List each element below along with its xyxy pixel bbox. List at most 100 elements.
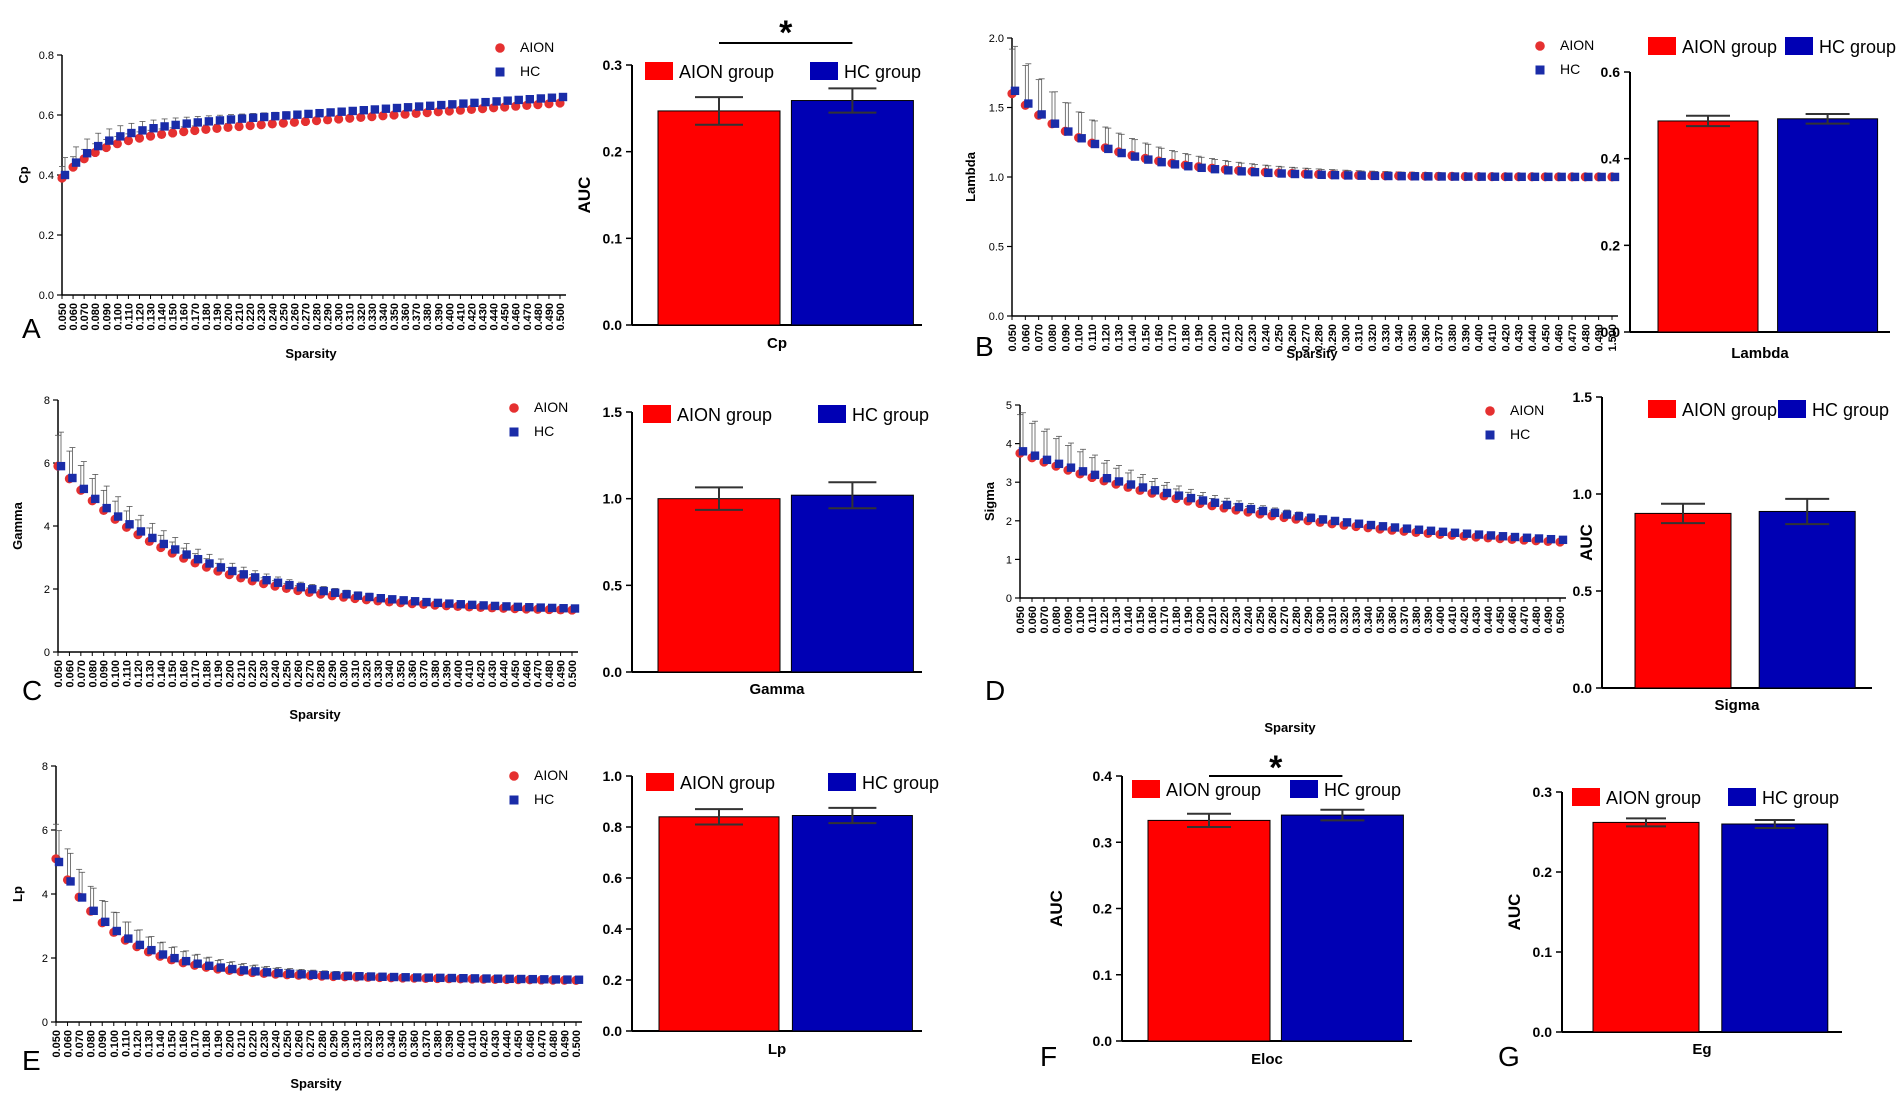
error-bar xyxy=(828,806,877,825)
x-tick-label: 0.080 xyxy=(1047,324,1059,352)
data-point xyxy=(1184,162,1193,171)
x-tick-label: 0.330 xyxy=(375,1030,387,1058)
x-tick-label: 0.460 xyxy=(1507,606,1519,634)
data-point xyxy=(528,974,537,984)
data-point xyxy=(309,970,318,979)
x-tick-label: 0.100 xyxy=(1074,324,1086,352)
error-bar xyxy=(1661,502,1705,525)
bar-aion xyxy=(658,816,780,1032)
data-point xyxy=(1306,513,1316,523)
data-point xyxy=(551,975,561,984)
bar-hc xyxy=(790,494,914,673)
data-point xyxy=(267,119,277,129)
data-point xyxy=(112,926,121,936)
x-tick-label: 0.310 xyxy=(350,660,362,688)
y-tick-label: 1.0 xyxy=(603,768,623,784)
x-tick-label: 0.410 xyxy=(467,1030,479,1058)
y-tick-label: 2 xyxy=(44,584,50,596)
x-tick-label: 0.420 xyxy=(1500,324,1512,352)
x-tick-label: 0.110 xyxy=(1087,324,1099,351)
x-tick-label: 0.380 xyxy=(430,660,442,688)
data-point xyxy=(536,94,546,103)
data-point xyxy=(1424,172,1433,181)
x-tick-label: 0.220 xyxy=(245,303,257,331)
data-point xyxy=(127,128,136,138)
data-point xyxy=(1402,524,1412,533)
legend-swatch-aion xyxy=(1648,37,1676,55)
data-point xyxy=(411,108,421,119)
x-tick-label: 0.220 xyxy=(1219,606,1231,634)
legend-label: HC group xyxy=(1812,400,1889,420)
x-tick-label: 0.140 xyxy=(1127,324,1139,352)
data-point xyxy=(365,592,374,602)
x-tick-label: 0.070 xyxy=(76,660,88,688)
x-tick-label: 0.140 xyxy=(155,1030,167,1058)
data-point xyxy=(102,503,111,513)
x-tick-label: 0.340 xyxy=(1394,324,1406,352)
legend-swatch-hc xyxy=(1728,788,1756,806)
data-point xyxy=(171,120,180,130)
x-tick-label: 0.080 xyxy=(1051,606,1063,634)
x-tick-label: 0.490 xyxy=(1543,606,1555,634)
data-point xyxy=(367,112,377,122)
x-tick-label: 0.240 xyxy=(271,1030,283,1058)
data-point xyxy=(1498,532,1508,541)
data-point xyxy=(1210,498,1220,507)
x-tick-label: 0.090 xyxy=(99,660,111,688)
data-point xyxy=(1522,533,1532,542)
x-tick-label: 0.100 xyxy=(1075,606,1087,634)
data-point xyxy=(345,113,355,123)
data-point xyxy=(157,129,167,140)
x-tick-label: 0.290 xyxy=(323,303,335,331)
x-axis-label: Sparsity xyxy=(1286,346,1338,361)
x-tick-label: 0.160 xyxy=(179,303,191,331)
x-tick-label: 0.180 xyxy=(201,303,213,331)
legend-swatch-aion xyxy=(646,773,674,791)
y-tick-label: 0 xyxy=(42,1017,48,1029)
data-point xyxy=(1390,523,1400,532)
x-tick-label: 0.170 xyxy=(190,660,202,688)
panel-A-line: 0.0 0.2 0.4 0.6 0.8 0.050 0.060 0.070 0.080 0.090… xyxy=(16,39,568,361)
y-axis-label: AUC xyxy=(1505,894,1524,931)
y-tick-label: 0.5 xyxy=(1573,583,1593,599)
x-tick-label: 0.370 xyxy=(421,1030,433,1058)
y-tick-label: 4 xyxy=(42,889,48,901)
y-tick-label: 0.4 xyxy=(603,921,623,937)
data-point xyxy=(79,484,89,494)
data-point xyxy=(1222,500,1232,510)
y-tick-label: 1.0 xyxy=(603,491,623,507)
y-tick-label: 0.4 xyxy=(39,170,54,182)
y-tick-label: 0.2 xyxy=(603,144,623,160)
data-point xyxy=(334,114,344,124)
y-tick-label: 0.2 xyxy=(1093,901,1113,917)
x-tick-label: 0.400 xyxy=(444,303,456,331)
y-axis-label: AUC xyxy=(1577,524,1596,561)
y-tick-label: 0.0 xyxy=(1093,1033,1113,1049)
data-point xyxy=(234,121,244,132)
bar-aion xyxy=(657,110,781,326)
x-tick-label: 0.370 xyxy=(1434,324,1446,352)
x-tick-label: 0.150 xyxy=(167,660,179,688)
x-tick-label: 0.330 xyxy=(1380,324,1392,352)
x-tick-label: 0.340 xyxy=(386,1030,398,1058)
data-point xyxy=(1144,155,1153,164)
x-tick-label: 0.390 xyxy=(1423,606,1435,634)
bar-aion xyxy=(1634,512,1732,689)
x-tick-label: 0.090 xyxy=(1063,606,1075,634)
x-tick-label: 0.300 xyxy=(1315,606,1327,634)
data-point xyxy=(248,113,258,123)
x-tick-label: 0.350 xyxy=(396,660,408,688)
x-tick-label: 0.370 xyxy=(411,303,423,331)
x-tick-label: 0.220 xyxy=(1234,324,1246,352)
x-tick-label: 0.190 xyxy=(213,1030,225,1058)
x-tick-label: 0.110 xyxy=(120,1030,132,1057)
x-tick-label: 0.220 xyxy=(247,660,259,688)
legend-swatch-hc xyxy=(810,62,838,80)
panel-D-line: 0 1 2 3 4 5 0.050 0.060 0.070 0.080 0.090 0.100 0.11… xyxy=(982,400,1568,735)
data-point xyxy=(445,599,454,608)
x-tick-label: 0.480 xyxy=(1531,606,1543,634)
x-axis-label: Lp xyxy=(768,1041,786,1058)
data-point xyxy=(1354,519,1364,528)
data-point xyxy=(547,603,557,613)
x-tick-label: 0.250 xyxy=(1274,324,1286,352)
